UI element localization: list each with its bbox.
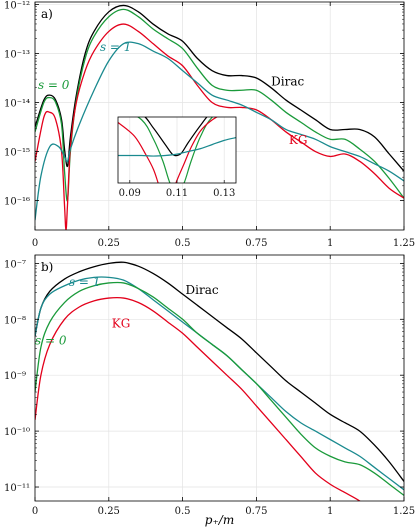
x-tick-label: 0.75	[245, 506, 267, 517]
y-tick-label: 10⁻¹³	[4, 49, 30, 60]
annotation-label: s = 0	[38, 78, 70, 92]
inset-x-tick-label: 0.09	[119, 188, 141, 199]
annotation-label: s = 1	[69, 275, 100, 289]
y-tick-label: 10⁻¹⁴	[4, 99, 30, 110]
series-group	[35, 4, 404, 230]
y-tick-label: 10⁻¹⁰	[4, 427, 30, 438]
series-line-s0	[35, 8, 404, 202]
annotation-label: s = 0	[35, 333, 67, 347]
annotation-label: Dirac	[271, 74, 304, 88]
inset-x-tick-label: 0.13	[213, 188, 235, 199]
x-tick-label: 1.25	[393, 238, 415, 249]
series-line-dirac	[35, 261, 404, 482]
x-tick-label: 0	[32, 506, 38, 517]
annotation-label: KG	[112, 317, 131, 331]
x-tick-label: 0.75	[245, 238, 267, 249]
x-tick-label: 1.25	[393, 506, 415, 517]
y-tick-label: 10⁻⁹	[4, 371, 26, 382]
annotation-label: KG	[289, 133, 308, 147]
y-tick-label: 10⁻¹²	[4, 0, 30, 11]
panel-label: a)	[41, 7, 53, 21]
x-tick-label: 0	[32, 238, 38, 249]
x-tick-label: 0.5	[175, 238, 191, 249]
x-axis-label: p₊/m	[205, 513, 234, 527]
panel-label: b)	[41, 260, 53, 274]
series-line-kg	[35, 296, 361, 501]
y-tick-label: 10⁻¹⁵	[4, 148, 30, 159]
series-group	[35, 261, 404, 501]
y-tick-label: 10⁻¹¹	[4, 483, 30, 494]
inset-line-kg	[118, 117, 218, 183]
inset-x-tick-label: 0.11	[166, 188, 188, 199]
inset-line-s1	[118, 137, 236, 157]
plot-frame	[34, 254, 405, 502]
inset-line-dirac	[144, 117, 208, 157]
series-line-s0	[35, 281, 404, 496]
x-tick-label: 0.25	[98, 238, 120, 249]
x-tick-label: 0.5	[175, 506, 191, 517]
y-tick-label: 10⁻⁸	[4, 315, 26, 326]
y-tick-label: 10⁻⁷	[4, 259, 26, 270]
x-tick-label: 1	[327, 506, 333, 517]
x-tick-label: 0.25	[98, 506, 120, 517]
plot-frame	[34, 1, 405, 231]
annotation-label: s = 1	[100, 40, 131, 54]
series-line-dirac	[35, 4, 404, 172]
y-tick-label: 10⁻¹⁶	[4, 197, 30, 208]
series-line-s1	[35, 41, 404, 221]
series-line-kg	[35, 23, 404, 230]
x-tick-label: 1	[327, 238, 333, 249]
series-line-s1	[35, 276, 404, 491]
inset-line-s0	[136, 117, 214, 183]
annotation-label: Dirac	[186, 283, 219, 297]
inset-series-group	[118, 117, 236, 183]
